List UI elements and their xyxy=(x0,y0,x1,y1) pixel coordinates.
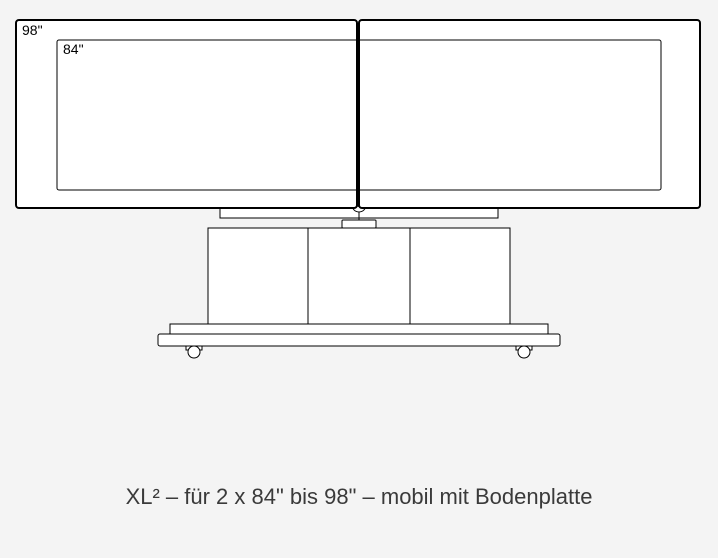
screen-size-label-98: 98" xyxy=(22,22,43,38)
product-line-drawing xyxy=(0,0,718,558)
diagram-stage: 98" 84" XL² – für 2 x 84" bis 98" – mobi… xyxy=(0,0,718,558)
screen-size-label-84: 84" xyxy=(63,41,84,57)
product-caption: XL² – für 2 x 84" bis 98" – mobil mit Bo… xyxy=(0,484,718,510)
